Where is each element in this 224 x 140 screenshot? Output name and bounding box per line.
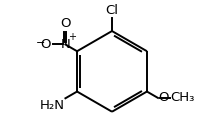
Text: O: O [158,91,169,104]
Text: CH₃: CH₃ [170,91,195,104]
Text: −: − [36,38,45,48]
Text: H₂N: H₂N [40,99,65,112]
Text: Cl: Cl [106,4,118,17]
Text: +: + [68,32,76,42]
Text: N: N [60,38,70,51]
Text: O: O [60,17,71,30]
Text: O: O [40,38,50,51]
